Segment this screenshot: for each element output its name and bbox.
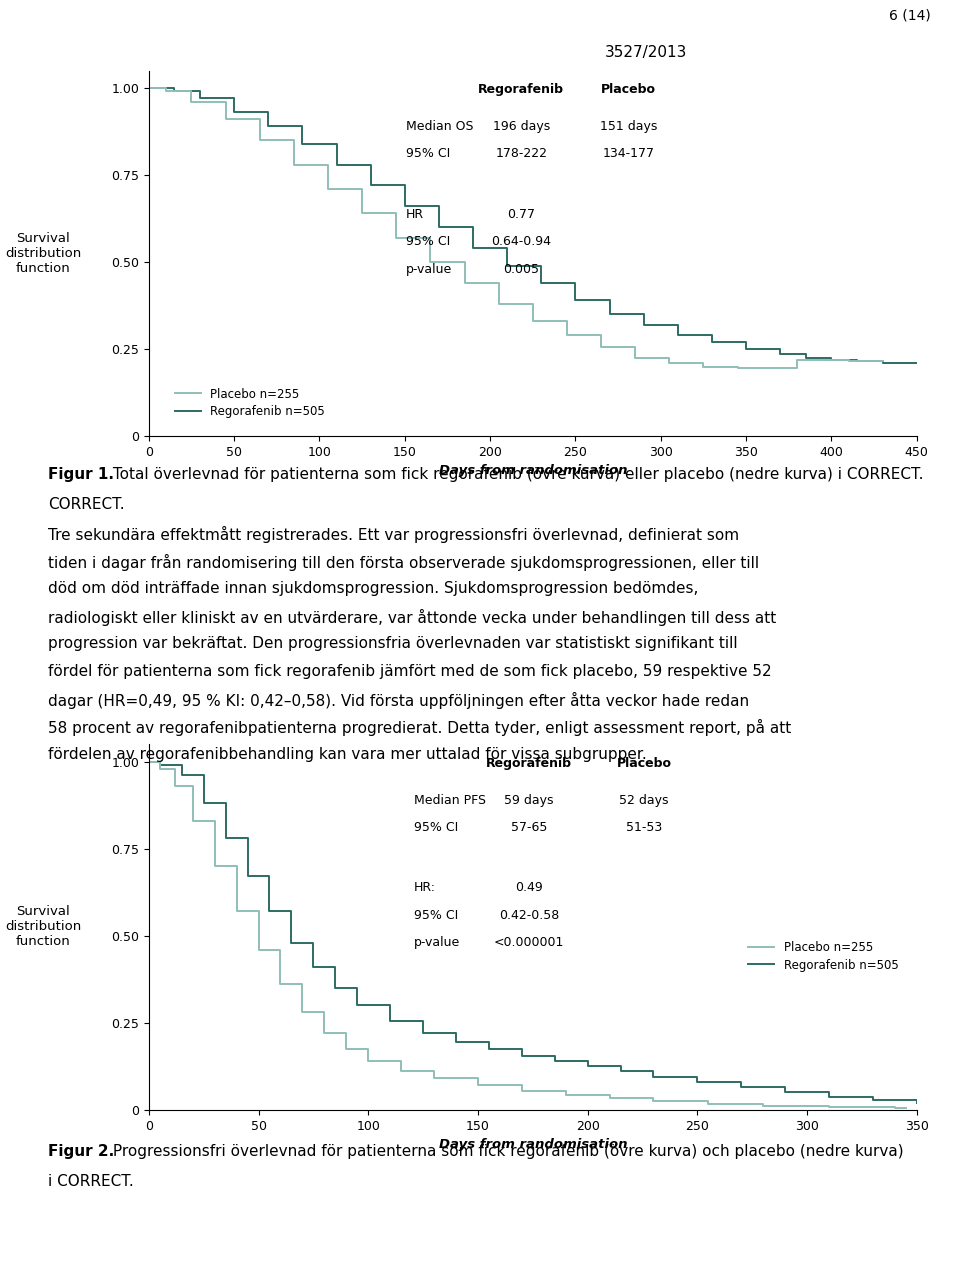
Text: 0.77: 0.77 xyxy=(507,208,536,221)
Text: Progressionsfri överlevnad för patienterna som fick regorafenib (övre kurva) och: Progressionsfri överlevnad för patienter… xyxy=(108,1144,903,1160)
Text: fördel för patienterna som fick regorafenib jämfört med de som fick placebo, 59 : fördel för patienterna som fick regorafe… xyxy=(48,665,772,679)
Text: 51-53: 51-53 xyxy=(626,821,662,834)
X-axis label: Days from randomisation: Days from randomisation xyxy=(439,464,627,477)
Legend: Placebo n=255, Regorafenib n=505: Placebo n=255, Regorafenib n=505 xyxy=(744,937,903,976)
Text: Figur 1.: Figur 1. xyxy=(48,467,114,482)
Text: 0.64-0.94: 0.64-0.94 xyxy=(492,235,551,248)
Text: Total överlevnad för patienterna som fick regorafenib (övre kurva) eller placebo: Total överlevnad för patienterna som fic… xyxy=(108,467,923,482)
Text: 57-65: 57-65 xyxy=(511,821,547,834)
Legend: Placebo n=255, Regorafenib n=505: Placebo n=255, Regorafenib n=505 xyxy=(170,382,329,423)
Text: 95% CI: 95% CI xyxy=(414,821,458,834)
Text: Survival
distribution
function: Survival distribution function xyxy=(5,906,81,948)
Text: Median OS: Median OS xyxy=(406,119,473,133)
Text: Placebo: Placebo xyxy=(601,83,657,96)
Text: progression var bekräftat. Den progressionsfria överlevnaden var statistiskt sig: progression var bekräftat. Den progressi… xyxy=(48,636,737,652)
Text: dagar (HR=0,49, 95 % KI: 0,42–0,58). Vid första uppföljningen efter åtta veckor : dagar (HR=0,49, 95 % KI: 0,42–0,58). Vid… xyxy=(48,692,749,708)
Text: 151 days: 151 days xyxy=(600,119,658,133)
Text: i CORRECT.: i CORRECT. xyxy=(48,1174,133,1189)
Text: 0.005: 0.005 xyxy=(503,263,540,276)
Text: fördelen av regorafenibbehandling kan vara mer uttalad för vissa subgrupper.: fördelen av regorafenibbehandling kan va… xyxy=(48,747,647,762)
Text: 52 days: 52 days xyxy=(619,793,669,807)
Text: 58 procent av regorafenibpatienterna progredierat. Detta tyder, enligt assessmen: 58 procent av regorafenibpatienterna pro… xyxy=(48,718,791,736)
Text: 178-222: 178-222 xyxy=(495,148,547,160)
Text: 0.49: 0.49 xyxy=(516,881,542,894)
Text: HR: HR xyxy=(406,208,424,221)
Text: 0.42-0.58: 0.42-0.58 xyxy=(499,908,559,921)
X-axis label: Days from randomisation: Days from randomisation xyxy=(439,1138,627,1151)
Text: 196 days: 196 days xyxy=(492,119,550,133)
Text: 95% CI: 95% CI xyxy=(406,235,450,248)
Text: 134-177: 134-177 xyxy=(603,148,655,160)
Text: Placebo: Placebo xyxy=(616,757,672,770)
Text: död om död inträffade innan sjukdomsprogression. Sjukdomsprogression bedömdes,: död om död inträffade innan sjukdomsprog… xyxy=(48,581,698,597)
Text: Median PFS: Median PFS xyxy=(414,793,486,807)
Text: Survival
distribution
function: Survival distribution function xyxy=(5,232,81,275)
Text: HR:: HR: xyxy=(414,881,436,894)
Text: radiologiskt eller kliniskt av en utvärderare, var åttonde vecka under behandlin: radiologiskt eller kliniskt av en utvärd… xyxy=(48,609,777,626)
Text: 3527/2013: 3527/2013 xyxy=(605,45,687,60)
Text: 6 (14): 6 (14) xyxy=(890,9,931,22)
Text: 95% CI: 95% CI xyxy=(414,908,458,921)
Text: Regorafenib: Regorafenib xyxy=(478,83,564,96)
Text: tiden i dagar från randomisering till den första observerade sjukdomsprogression: tiden i dagar från randomisering till de… xyxy=(48,554,759,571)
Text: p-value: p-value xyxy=(406,263,452,276)
Text: CORRECT.: CORRECT. xyxy=(48,497,125,512)
Text: 59 days: 59 days xyxy=(504,793,554,807)
Text: 95% CI: 95% CI xyxy=(406,148,450,160)
Text: p-value: p-value xyxy=(414,937,460,949)
Text: Regorafenib: Regorafenib xyxy=(486,757,572,770)
Text: Figur 2.: Figur 2. xyxy=(48,1144,114,1160)
Text: Tre sekundära effektmått registrerades. Ett var progressionsfri överlevnad, defi: Tre sekundära effektmått registrerades. … xyxy=(48,526,739,543)
Text: <0.000001: <0.000001 xyxy=(493,937,564,949)
